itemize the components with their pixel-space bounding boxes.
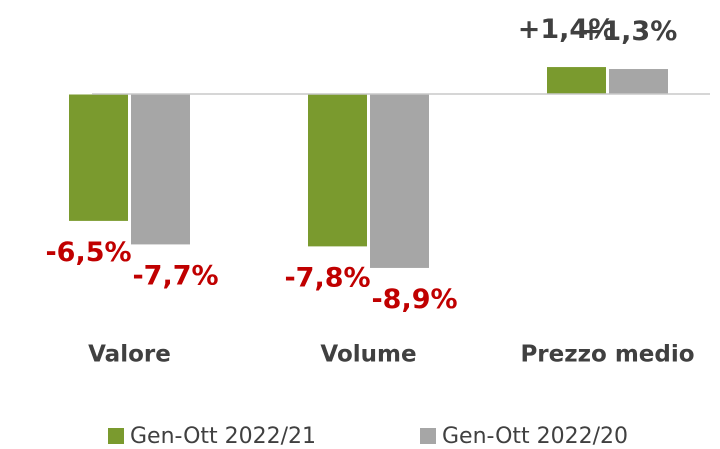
category-label: Prezzo medio xyxy=(520,342,694,368)
value-label: +1,3% xyxy=(580,16,678,47)
legend-label: Gen-Ott 2022/20 xyxy=(442,424,628,449)
value-label: -7,8% xyxy=(284,262,370,293)
legend-label: Gen-Ott 2022/21 xyxy=(130,424,316,449)
bar xyxy=(608,68,669,95)
bar xyxy=(130,93,191,246)
legend-swatch xyxy=(420,428,436,444)
value-label: -8,9% xyxy=(371,284,457,315)
value-label: +1,4% xyxy=(518,14,616,45)
bar xyxy=(307,93,368,248)
category-label: Valore xyxy=(88,342,171,368)
bar xyxy=(68,93,129,222)
category-label: Volume xyxy=(320,342,416,368)
bar xyxy=(369,93,430,269)
value-label: -6,5% xyxy=(45,237,131,268)
bar xyxy=(546,66,607,95)
legend-swatch xyxy=(108,428,124,444)
value-label: -7,7% xyxy=(132,260,218,291)
